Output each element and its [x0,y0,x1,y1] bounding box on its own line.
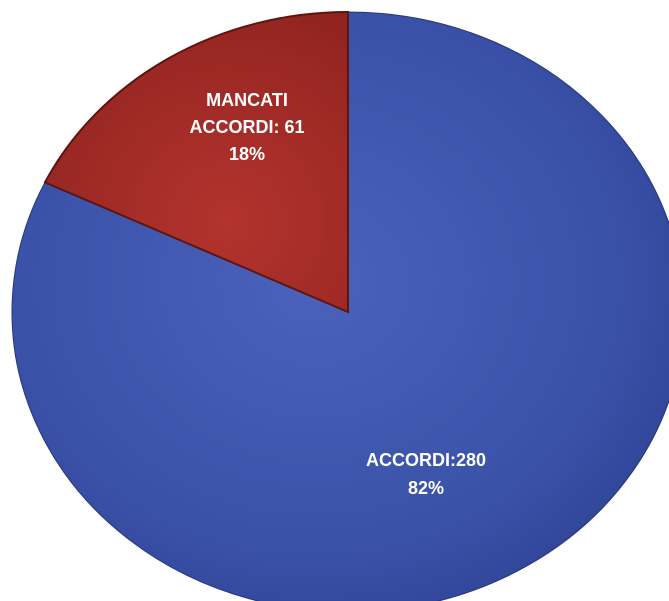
slice-label-accordi-line1: ACCORDI:280 [366,450,486,470]
slice-label-mancati-line1: MANCATI [206,90,288,110]
pie-slices [12,12,669,601]
slice-label-mancati-percent: 18% [229,144,265,164]
slice-label-mancati-line2: ACCORDI: 61 [189,117,304,137]
slice-label-accordi-percent: 82% [408,478,444,498]
